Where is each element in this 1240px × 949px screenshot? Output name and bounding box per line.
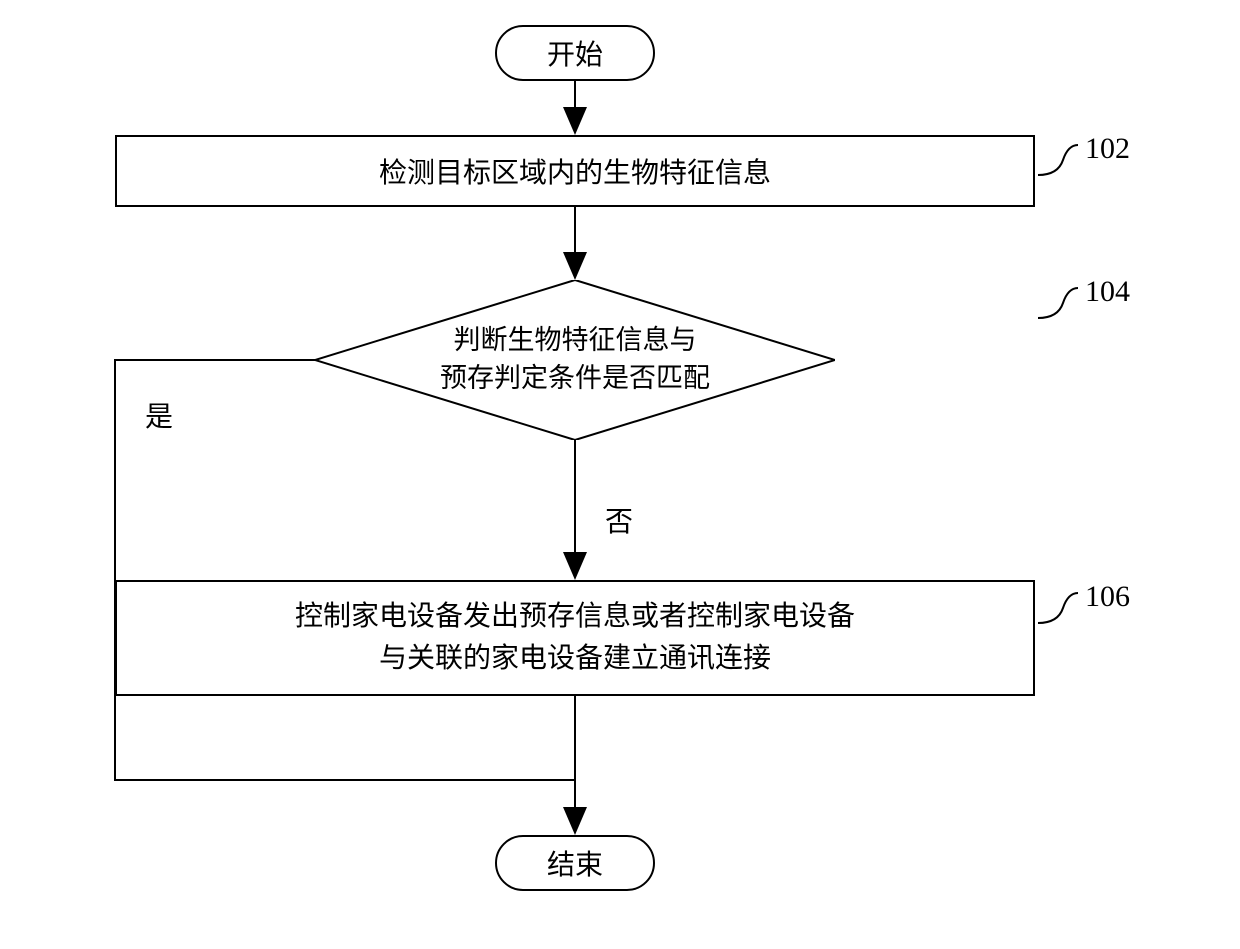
decision-104-line2: 预存判定条件是否匹配 <box>440 360 710 398</box>
decision-104-text: 判断生物特征信息与 预存判定条件是否匹配 <box>440 322 710 398</box>
start-node: 开始 <box>495 25 655 81</box>
ref-brace-104 <box>1038 288 1078 318</box>
start-label: 开始 <box>547 33 603 73</box>
process-102-label: 检测目标区域内的生物特征信息 <box>379 151 771 191</box>
edge-label-yes: 是 <box>145 395 173 435</box>
ref-brace-106 <box>1038 593 1078 623</box>
process-106: 控制家电设备发出预存信息或者控制家电设备 与关联的家电设备建立通讯连接 <box>115 580 1035 696</box>
decision-104-line1: 判断生物特征信息与 <box>440 322 710 360</box>
process-106-line1: 控制家电设备发出预存信息或者控制家电设备 <box>295 596 855 638</box>
end-node: 结束 <box>495 835 655 891</box>
flowchart-container: 开始 检测目标区域内的生物特征信息 判断生物特征信息与 预存判定条件是否匹配 控… <box>0 0 1240 949</box>
end-label: 结束 <box>547 843 603 883</box>
decision-104: 判断生物特征信息与 预存判定条件是否匹配 <box>315 280 835 440</box>
ref-label-106: 106 <box>1085 580 1130 614</box>
process-102: 检测目标区域内的生物特征信息 <box>115 135 1035 207</box>
ref-brace-102 <box>1038 145 1078 175</box>
edge-label-no: 否 <box>605 500 633 540</box>
ref-label-104: 104 <box>1085 275 1130 309</box>
ref-label-102: 102 <box>1085 132 1130 166</box>
process-106-text: 控制家电设备发出预存信息或者控制家电设备 与关联的家电设备建立通讯连接 <box>295 596 855 680</box>
process-106-line2: 与关联的家电设备建立通讯连接 <box>295 638 855 680</box>
